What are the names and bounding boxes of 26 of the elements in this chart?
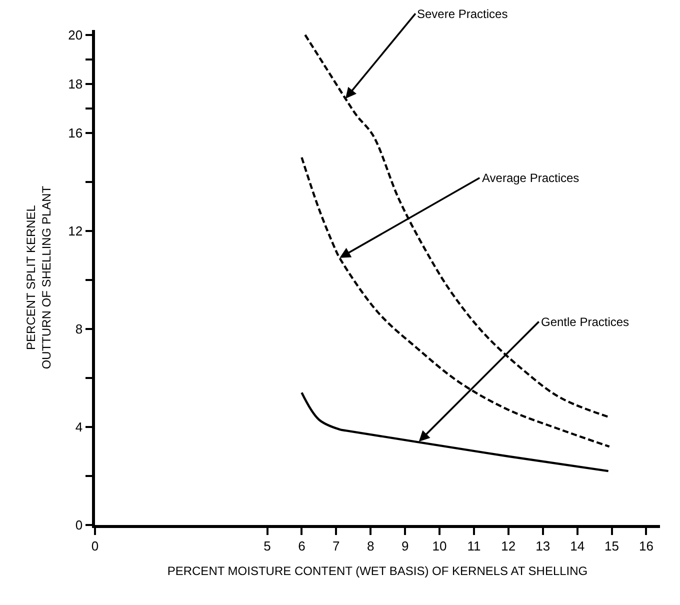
x-tick-label: 0 xyxy=(91,538,99,554)
y-axis-title: PERCENT SPLIT KERNEL OUTTURN OF SHELLING PLANT xyxy=(24,185,54,370)
y-tick-label: 0 xyxy=(75,518,83,533)
y-tick-label: 18 xyxy=(68,76,83,92)
x-tick-label: 7 xyxy=(332,538,340,554)
annotation: Gentle Practices xyxy=(541,315,630,329)
x-tick-label: 9 xyxy=(401,538,409,554)
x-tick-label: 10 xyxy=(432,538,447,554)
line-series xyxy=(300,392,610,472)
annotation: Severe Practices xyxy=(417,7,508,21)
y-tick-label: 12 xyxy=(68,223,83,238)
annotation: Average Practices xyxy=(482,171,580,185)
y-tick-label: 4 xyxy=(75,420,83,435)
x-tick-label: 14 xyxy=(570,538,585,554)
y-tick-label: 16 xyxy=(68,125,83,140)
x-tick-label: 16 xyxy=(638,538,654,554)
x-tick-label: 11 xyxy=(467,538,481,554)
x-tick-label: 8 xyxy=(366,538,374,554)
x-tick-label: 12 xyxy=(501,538,516,554)
x-tick-label: 15 xyxy=(604,538,620,554)
x-tick-label: 6 xyxy=(298,538,306,554)
x-axis-title: PERCENT MOISTURE CONTENT (WET BASIS) OF KERNELS AT SHELLING xyxy=(167,564,588,578)
y-tick-label: 8 xyxy=(75,322,83,337)
y-tick-label: 20 xyxy=(68,27,83,42)
x-tick-label: 5 xyxy=(264,538,271,554)
x-tick-label: 13 xyxy=(536,538,550,554)
